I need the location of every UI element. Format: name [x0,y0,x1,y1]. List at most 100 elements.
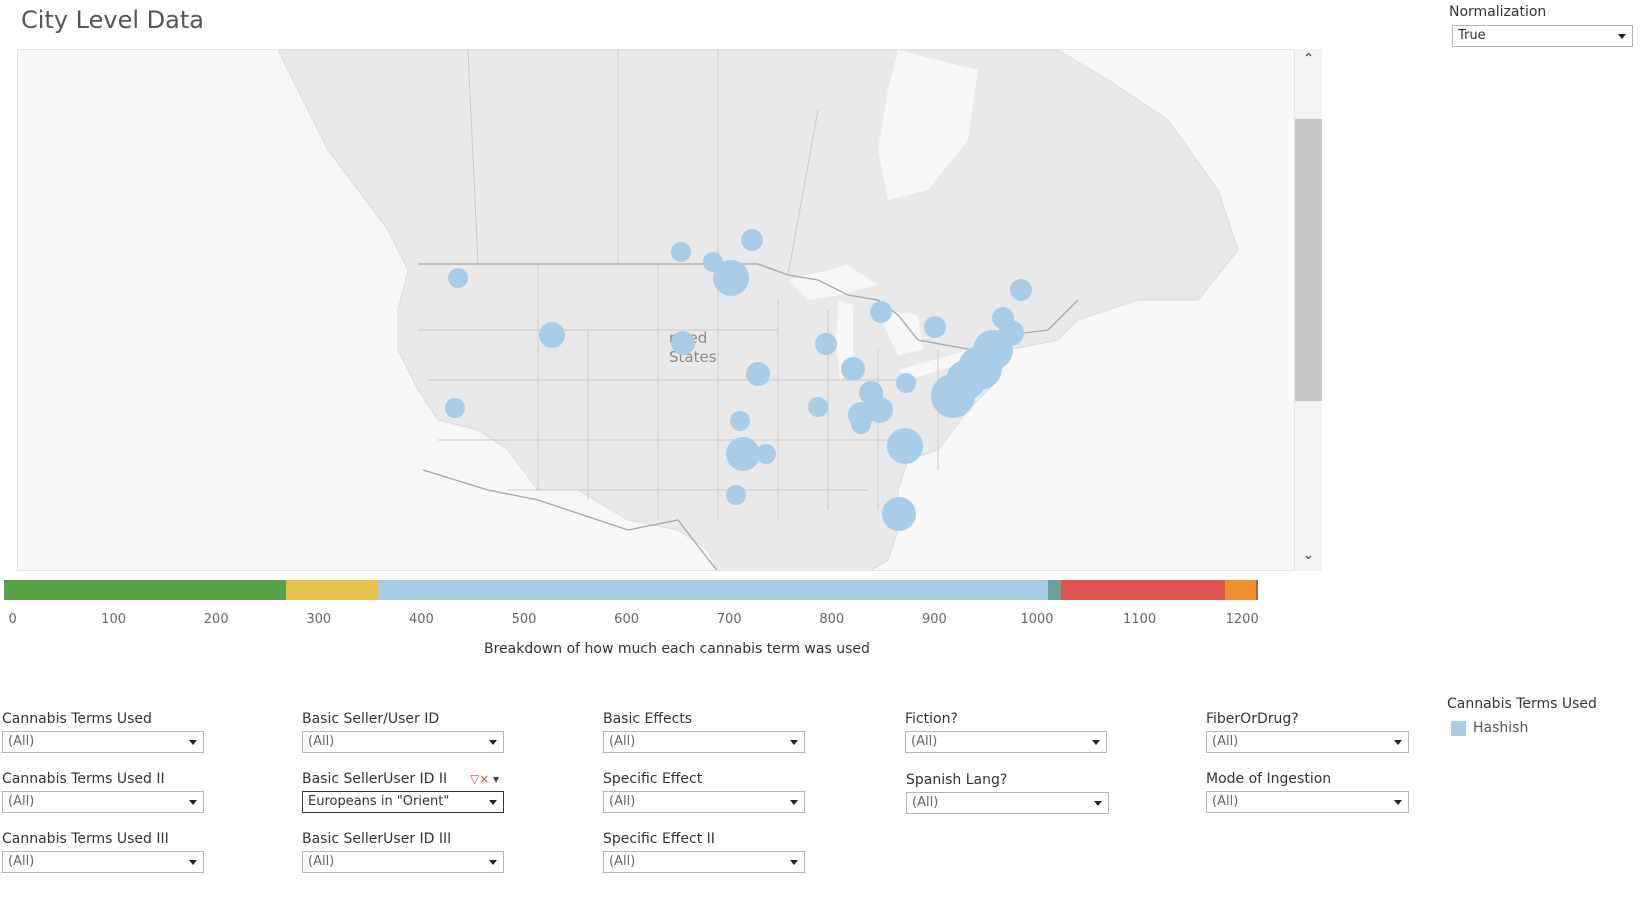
city-bubble[interactable] [726,437,760,471]
filter-value: (All) [1212,794,1239,809]
city-bubbles[interactable] [445,229,1032,531]
lake-huron [878,310,923,355]
filter-basic-seller-user-id-iii[interactable]: (All) [302,851,504,873]
filter-cannabis-terms-used-iii[interactable]: (All) [2,851,204,873]
city-bubble[interactable] [841,357,865,381]
filter-label-cannabis-terms-used-iii: Cannabis Terms Used III [2,831,169,847]
lake-erie [898,350,973,380]
filter-value: (All) [609,794,636,809]
city-bubble[interactable] [671,331,695,355]
city-bubble[interactable] [808,397,828,417]
hudson-bay [878,50,978,200]
city-bubble[interactable] [815,333,837,355]
bar-segment[interactable] [378,580,1049,600]
filter-label-cannabis-terms-used-ii: Cannabis Terms Used II [2,771,165,787]
city-bubble[interactable] [445,398,465,418]
bar-segment[interactable] [1060,580,1225,600]
chevron-down-icon [489,800,497,805]
city-bubble[interactable] [896,373,916,393]
scroll-thumb[interactable] [1295,119,1322,401]
chevron-down-icon [1092,740,1100,745]
filter-value: (All) [609,734,636,749]
filter-value: (All) [911,734,938,749]
axis-tick-label: 1000 [1020,612,1054,627]
axis-tick-label: 700 [716,612,742,627]
axis-tick-label: 600 [614,612,640,627]
chevron-down-icon [1618,34,1626,39]
city-bubble[interactable] [882,497,916,531]
filter-menu-icon[interactable]: ▾ [493,772,500,786]
bar-segment[interactable] [286,580,379,600]
filter-basic-seller-user-id-ii[interactable]: Europeans in "Orient" [302,791,504,813]
filter-specific-effect-ii[interactable]: (All) [603,851,805,873]
filter-specific-effect[interactable]: (All) [603,791,805,813]
filter-label-cannabis-terms-used: Cannabis Terms Used [2,711,152,727]
city-map[interactable]: nited States [17,49,1295,571]
city-bubble[interactable] [730,411,750,431]
us-mexico-border [422,469,718,570]
filter-label-mode-of-ingestion: Mode of Ingestion [1206,771,1332,787]
filter-basic-seller-user-id[interactable]: (All) [302,731,504,753]
axis-tick-label: 200 [203,612,229,627]
filter-mode-of-ingestion[interactable]: (All) [1206,791,1409,813]
city-bubble[interactable] [448,268,468,288]
breakdown-caption: Breakdown of how much each cannabis term… [484,641,870,657]
city-bubble[interactable] [713,260,749,296]
axis-tick-label: 1200 [1225,612,1259,627]
bar-segment[interactable] [1048,580,1061,600]
filter-fiction[interactable]: (All) [905,731,1107,753]
legend-swatch[interactable] [1451,721,1466,736]
chevron-down-icon [189,860,197,865]
axis-tick-label: 100 [101,612,127,627]
city-bubble[interactable] [1010,279,1032,301]
city-bubble[interactable] [924,316,946,338]
filter-fiber-or-drug[interactable]: (All) [1206,731,1409,753]
city-bubble[interactable] [931,374,975,418]
city-bubble[interactable] [756,444,776,464]
bar-segment[interactable] [1224,580,1256,600]
breakdown-bar [4,580,1333,604]
chevron-down-icon [1394,800,1402,805]
bar-segment[interactable] [4,580,287,600]
filter-label-basic-seller-user-id-iii: Basic SellerUser ID III [302,831,452,847]
city-bubble[interactable] [851,414,871,434]
axis-tick-label: 0 [8,612,17,627]
filter-value: (All) [912,795,939,810]
state-borders [418,50,939,520]
filter-value: (All) [8,854,35,869]
filter-spanish-lang[interactable]: (All) [906,792,1109,814]
city-bubble[interactable] [741,229,763,251]
legend-item-label[interactable]: Hashish [1473,720,1529,736]
filter-label-fiber-or-drug: FiberOrDrug? [1206,711,1299,727]
filter-cannabis-terms-used-ii[interactable]: (All) [2,791,204,813]
city-bubble[interactable] [539,322,565,348]
filter-value: Europeans in "Orient" [308,794,450,809]
bar-segment[interactable] [1255,580,1258,600]
city-bubble[interactable] [867,397,893,423]
filter-value: (All) [609,854,636,869]
normalization-dropdown[interactable]: True [1452,25,1633,47]
chevron-up-icon[interactable]: ⌃ [1302,51,1315,67]
chevron-down-icon [1094,801,1102,806]
chevron-down-icon [790,740,798,745]
filter-cannabis-terms-used[interactable]: (All) [2,731,204,753]
city-bubble[interactable] [887,428,923,464]
city-bubble[interactable] [671,242,691,262]
chevron-down-icon [489,740,497,745]
axis-tick-label: 1100 [1123,612,1157,627]
map-scrollbar[interactable]: ⌃ ⌄ [1295,49,1322,571]
axis-tick-label: 500 [511,612,537,627]
clear-filter-icon[interactable]: ▽× [470,772,490,786]
chevron-down-icon[interactable]: ⌄ [1302,547,1315,563]
normalization-value: True [1458,28,1486,43]
city-bubble[interactable] [746,362,770,386]
filter-label-fiction: Fiction? [905,711,958,727]
filter-label-specific-effect-ii: Specific Effect II [603,831,715,847]
city-bubble[interactable] [870,301,892,323]
filter-basic-effects[interactable]: (All) [603,731,805,753]
chevron-down-icon [489,860,497,865]
filter-value: (All) [8,794,35,809]
filter-value: (All) [1212,734,1239,749]
city-bubble[interactable] [726,485,746,505]
page-title: City Level Data [21,6,204,34]
